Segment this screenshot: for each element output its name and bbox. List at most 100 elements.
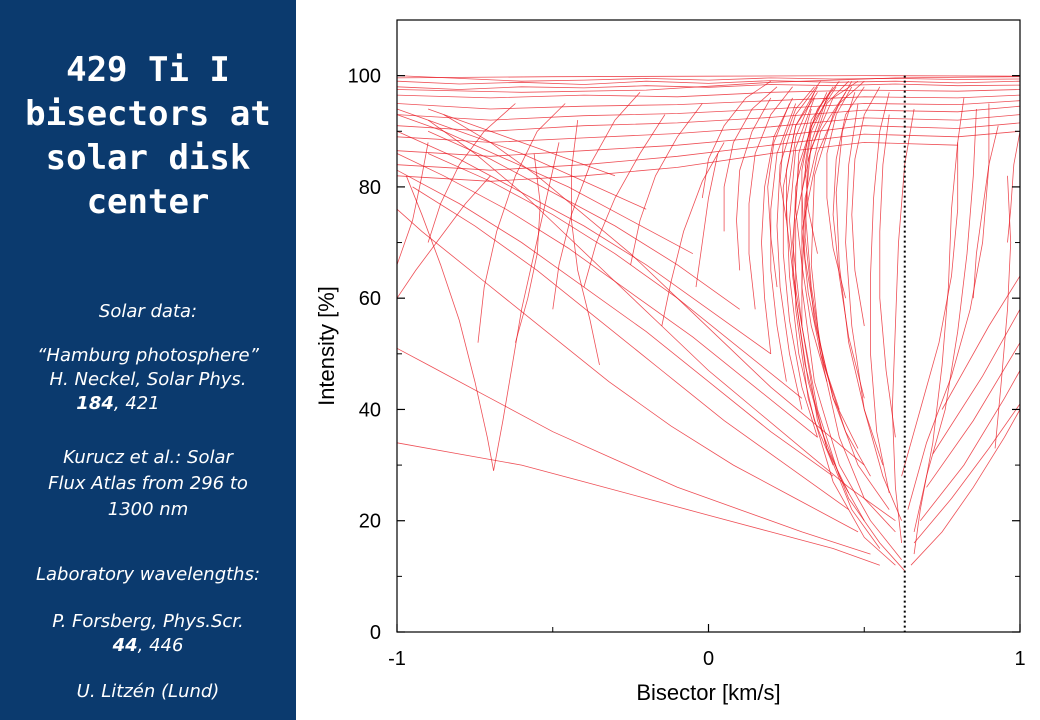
- bisector-curve: [804, 92, 828, 254]
- y-tick-label: 0: [370, 622, 381, 644]
- bisector-curve: [907, 103, 990, 510]
- y-tick-label: 80: [359, 177, 381, 199]
- bisector-curve: [427, 153, 803, 399]
- bisector-curve: [826, 86, 853, 299]
- bisector-curve: [396, 442, 880, 566]
- bisector-curve: [396, 208, 859, 533]
- bisector-curve: [477, 103, 566, 343]
- bisector-curve: [396, 175, 491, 299]
- bisector-curve: [396, 100, 1021, 121]
- bisector-curve: [396, 80, 1021, 85]
- bisector-curve: [748, 86, 793, 310]
- bisector-curve: [804, 80, 890, 510]
- bisector-curve: [427, 130, 740, 310]
- tick-labels: 0 20 40 60 80 100 -1 0 1: [348, 66, 1026, 670]
- bisector-curve: [835, 92, 884, 466]
- solar-data-label: Solar data:: [98, 301, 198, 322]
- bisector-curve: [515, 153, 541, 343]
- bisector-curve: [795, 108, 828, 382]
- slide-title: 429 Ti I bisectors at solar disk center: [25, 50, 271, 222]
- x-axis-label: Bisector [km/s]: [636, 680, 780, 705]
- lab-wavelengths-label: Laboratory wavelengths:: [35, 564, 261, 585]
- bisector-curve: [832, 86, 865, 399]
- ref1-volume: 184: [76, 393, 114, 414]
- bisector-curve: [870, 92, 890, 493]
- bisector-curve: [785, 92, 834, 466]
- bisector-curve: [913, 403, 1021, 544]
- bisector-curve: [405, 175, 494, 471]
- bisector-curve: [851, 86, 881, 327]
- info-panel: 429 Ti I bisectors at solar disk center …: [0, 0, 296, 720]
- lab-ref-citation: 44, 446: [0, 634, 296, 658]
- axis-ticks: [396, 75, 1021, 633]
- bisector-curve: [396, 114, 1021, 143]
- bisector-curve: [396, 141, 958, 182]
- bisector-curve: [396, 75, 1021, 82]
- bisector-curve: [736, 97, 772, 271]
- bisector-curve: [396, 114, 694, 255]
- bisector-curve: [804, 97, 871, 477]
- bisector-curve: [919, 370, 1021, 521]
- bisector-curve: [723, 86, 778, 232]
- bisector-chart: 0 20 40 60 80 100 -1 0 1 Bisector [km/s] Intensi…: [314, 19, 1026, 705]
- lab-ref-line: P. Forsberg, Phys.Scr.: [52, 611, 244, 632]
- bisector-curve: [396, 142, 429, 265]
- bisector-curve: [941, 275, 1021, 410]
- ref1-quote: “Hamburg photosphere”: [37, 345, 259, 366]
- bisector-curve: [396, 108, 647, 210]
- bisector-curve: [932, 309, 1021, 455]
- bisector-curve: [801, 86, 840, 410]
- ref2-line2: Flux Atlas from 296 to: [48, 473, 248, 494]
- bisector-curve: [795, 80, 896, 566]
- ref1-page: , 421: [113, 393, 160, 414]
- bisector-curve: [493, 142, 560, 471]
- bisector-curve: [396, 94, 1021, 110]
- bisector-curve: [570, 120, 600, 365]
- bisector-curve: [701, 80, 772, 199]
- bisector-curve: [913, 97, 965, 555]
- bisector-curve: [891, 108, 915, 544]
- bisector-curve: [396, 130, 772, 355]
- ref2-line3: 1300 nm: [107, 499, 189, 520]
- bisector-curve: [972, 125, 999, 299]
- bisector-curve: [845, 103, 902, 521]
- bisector-curve: [583, 114, 666, 288]
- bisector-curve: [779, 86, 815, 221]
- y-tick-label: 20: [359, 511, 381, 533]
- bisector-curve: [801, 92, 902, 560]
- bisector-curve: [396, 153, 818, 438]
- x-tick-label: -1: [388, 648, 406, 670]
- bisector-curve: [443, 114, 865, 466]
- lab-ref-page: , 446: [137, 635, 184, 656]
- lab-ref-volume: 44: [112, 635, 138, 656]
- bisector-curve: [396, 75, 1021, 79]
- bisector-curve: [901, 142, 959, 477]
- bisector-curve: [789, 97, 850, 494]
- bisector-curves: [396, 75, 1021, 572]
- x-tick-label: 0: [703, 648, 714, 670]
- bisector-curve: [913, 108, 977, 532]
- ref2-line1: Kurucz et al.: Solar: [63, 447, 233, 468]
- bisector-curve: [396, 76, 1021, 93]
- bisector-curve: [910, 409, 1021, 566]
- bisector-curve: [785, 92, 818, 327]
- bisector-curve: [396, 130, 1021, 171]
- bisector-curve: [761, 97, 793, 354]
- y-tick-label: 60: [359, 288, 381, 310]
- bisector-curve: [879, 114, 896, 438]
- bisector-curve: [396, 169, 834, 477]
- bisector-curve: [396, 83, 1021, 90]
- bisector-curve: [396, 347, 871, 555]
- x-tick-label: 1: [1014, 648, 1025, 670]
- bisector-curve: [926, 342, 1021, 488]
- bisector-curve: [552, 92, 641, 310]
- lab-ref2: U. Litzén (Lund): [76, 681, 220, 702]
- bisector-curve: [396, 89, 1021, 99]
- bisector-curve: [412, 186, 849, 510]
- bisector-curve: [776, 80, 821, 410]
- bisector-curve: [630, 103, 703, 265]
- bisector-curve: [396, 122, 1021, 157]
- ref1-line: H. Neckel, Solar Phys.: [49, 369, 247, 390]
- bisector-curve: [427, 103, 516, 243]
- bisector-curve: [810, 81, 896, 533]
